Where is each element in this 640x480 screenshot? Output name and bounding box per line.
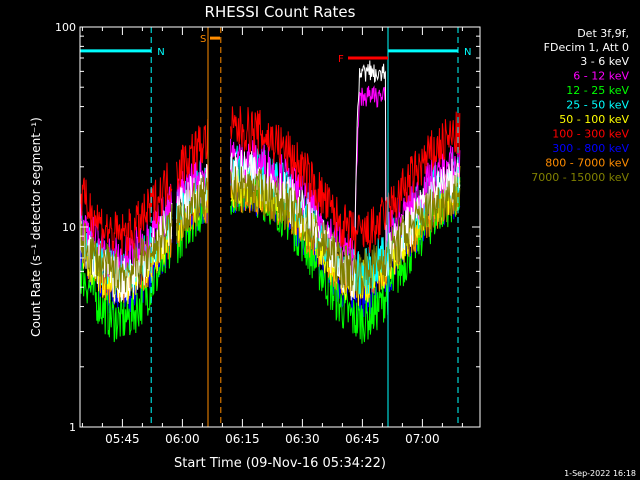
legend-entry: 800 - 7000 keV bbox=[545, 157, 629, 170]
legend: Det 3f,9f,FDecim 1, Att 03 - 6 keV 6 - 12… bbox=[531, 27, 629, 184]
x-tick-label: 06:00 bbox=[165, 432, 200, 446]
series-line bbox=[79, 106, 461, 256]
chart-title: RHESSI Count Rates bbox=[205, 3, 356, 21]
x-axis-label: Start Time (09-Nov-16 05:34:22) bbox=[174, 456, 386, 471]
legend-entry: 25 - 50 keV bbox=[566, 99, 629, 112]
legend-entry: 100 - 300 keV bbox=[552, 128, 629, 141]
legend-entry: 50 - 100 keV bbox=[559, 113, 629, 126]
y-axis-label: Count Rate (s⁻¹ detector segment⁻¹) bbox=[29, 117, 43, 337]
annotation-label: N bbox=[464, 47, 471, 58]
annotations: N N S F bbox=[80, 27, 471, 427]
x-axis-ticks: 05:45 06:00 06:15 06:30 06:45 07:00 bbox=[81, 27, 463, 446]
series-line bbox=[79, 166, 461, 296]
legend-header: Det 3f,9f, bbox=[577, 27, 629, 40]
legend-entry: 7000 - 15000 keV bbox=[531, 171, 629, 184]
plot-area bbox=[79, 60, 461, 344]
annotation-label: S bbox=[200, 34, 206, 45]
x-tick-label: 06:30 bbox=[285, 432, 320, 446]
legend-entry: 12 - 25 keV bbox=[566, 84, 629, 97]
legend-entry: 3 - 6 keV bbox=[580, 55, 629, 68]
legend-header: FDecim 1, Att 0 bbox=[544, 41, 629, 54]
footer-timestamp: 1-Sep-2022 16:18 bbox=[564, 469, 636, 478]
y-axis-ticks: 1 10 100 bbox=[55, 21, 480, 434]
annotation-label: F bbox=[338, 54, 344, 65]
x-tick-label: 07:00 bbox=[405, 432, 440, 446]
legend-entry: 300 - 800 keV bbox=[552, 142, 629, 155]
x-tick-label: 06:15 bbox=[225, 432, 260, 446]
legend-entry: 6 - 12 keV bbox=[573, 70, 629, 83]
annotation-label: N bbox=[157, 47, 164, 58]
y-tick-label: 1 bbox=[69, 421, 76, 434]
y-tick-label: 100 bbox=[55, 21, 76, 34]
y-tick-label: 10 bbox=[62, 221, 76, 234]
x-tick-label: 06:45 bbox=[345, 432, 380, 446]
x-tick-label: 05:45 bbox=[105, 432, 140, 446]
